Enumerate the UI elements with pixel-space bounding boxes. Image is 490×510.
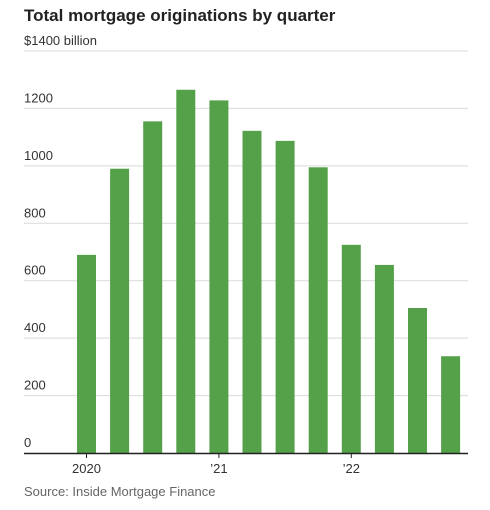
y-tick-label: 1200: [24, 90, 53, 105]
bar: [408, 307, 427, 453]
bar: [308, 167, 328, 454]
bar: [110, 168, 130, 453]
y-tick-label: 0: [24, 435, 31, 450]
bar: [374, 264, 394, 453]
bar: [275, 140, 295, 453]
y-tick-label: 600: [24, 263, 46, 278]
x-tick-label: 2020: [72, 461, 101, 476]
source-note: Source: Inside Mortgage Finance: [24, 484, 216, 499]
y-axis-labels: 0 200 400 600 800 1000 1200 $1400 billion: [24, 33, 97, 450]
y-tick-label: 200: [24, 378, 46, 393]
bar: [441, 356, 461, 453]
bar: [143, 121, 163, 453]
x-tick-label: ’21: [210, 461, 227, 476]
y-tick-label: 800: [24, 205, 46, 220]
y-tick-label: $1400 billion: [24, 33, 97, 48]
bar: [341, 244, 361, 453]
y-tick-label: 1000: [24, 148, 53, 163]
bar: [242, 130, 262, 453]
x-tick-label: ’22: [343, 461, 360, 476]
chart-title: Total mortgage originations by quarter: [24, 6, 336, 25]
bars: [77, 89, 461, 454]
bar: [176, 89, 196, 453]
y-tick-label: 400: [24, 320, 46, 335]
x-axis: 2020 ’21 ’22: [24, 452, 468, 476]
bar: [209, 100, 229, 453]
bar: [77, 254, 96, 453]
bar-chart: 0 200 400 600 800 1000 1200 $1400 billion 2020 ’…: [24, 33, 468, 476]
